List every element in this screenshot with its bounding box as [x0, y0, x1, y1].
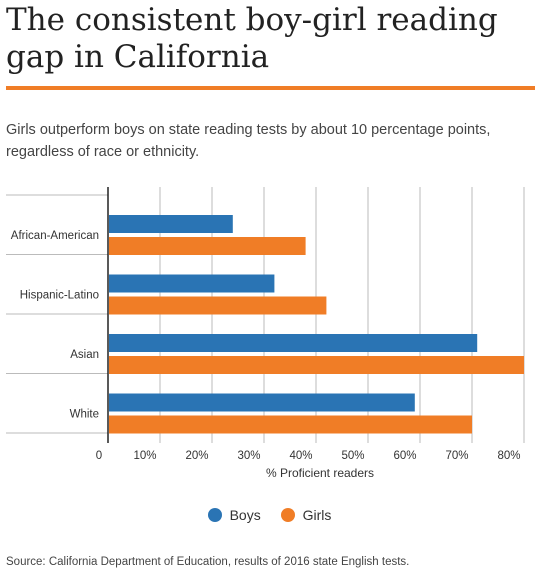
- bar-girls-african-american: [109, 237, 306, 255]
- x-tick-label: 20%: [185, 450, 208, 462]
- chart-subtitle: Girls outperform boys on state reading t…: [6, 122, 491, 160]
- girls-swatch-icon: [280, 508, 295, 522]
- category-label: Asian: [70, 349, 99, 361]
- category-label: White: [70, 409, 99, 421]
- bar-chart: African-American Hispanic-Latino Asian Whit…: [6, 187, 525, 480]
- legend-item-boys: Boys: [207, 507, 261, 523]
- x-tick-label: 70%: [445, 450, 468, 462]
- category-label: Hispanic-Latino: [20, 290, 99, 302]
- category-label: African-American: [11, 230, 99, 242]
- legend-item-girls: Girls: [280, 507, 332, 523]
- source-note: Source: California Department of Educati…: [6, 556, 410, 568]
- boys-swatch-icon: [207, 508, 222, 522]
- x-tick-label: 0: [96, 450, 102, 462]
- x-tick-label: 50%: [341, 450, 364, 462]
- legend-label-girls: Girls: [302, 507, 332, 523]
- bar-boys-hispanic-latino: [109, 274, 275, 293]
- x-tick-label: 30%: [237, 450, 260, 462]
- bar-girls-asian: [109, 356, 524, 374]
- title-rule: [6, 86, 535, 90]
- x-axis-label: % Proficient readers: [266, 466, 374, 480]
- x-tick-label: 40%: [289, 450, 312, 462]
- bar-boys-african-american: [109, 215, 233, 233]
- x-tick-label: 60%: [393, 450, 416, 462]
- bar-girls-white: [109, 415, 472, 434]
- x-tick-label: 10%: [133, 450, 156, 462]
- x-tick-label: 80%: [497, 450, 520, 462]
- bar-boys-white: [109, 393, 415, 412]
- legend: Boys Girls: [0, 507, 539, 525]
- legend-label-boys: Boys: [229, 507, 261, 523]
- bar-boys-asian: [109, 334, 478, 352]
- bar-girls-hispanic-latino: [109, 296, 327, 315]
- chart-title: The consistent boy-girl reading gap in C…: [6, 2, 498, 75]
